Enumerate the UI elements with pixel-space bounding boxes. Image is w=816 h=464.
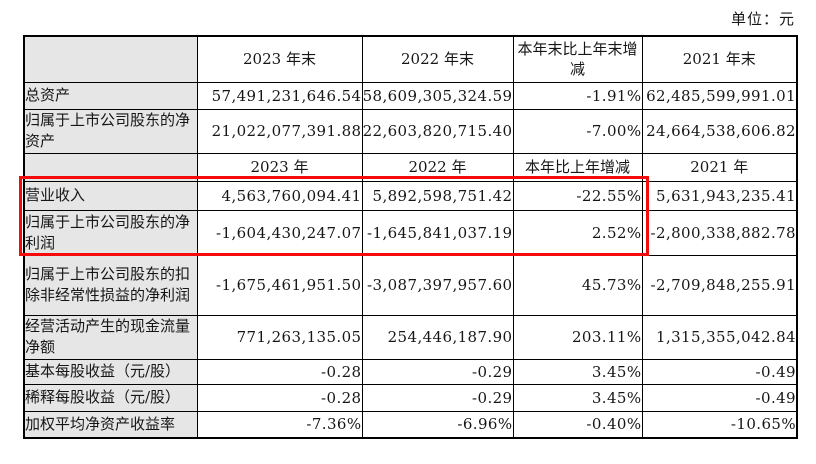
cell-change: -1.91%	[512, 81, 643, 110]
cell-2021: -0.49	[641, 383, 798, 412]
cell-2021: 24,664,538,606.82	[641, 108, 798, 154]
unit-label: 单位：元	[730, 10, 795, 28]
cell-2022: -1,645,841,037.19	[361, 209, 514, 256]
cell-2023: 21,022,077,391.88	[196, 108, 363, 154]
row-label-operating-revenue: 营业收入	[23, 180, 198, 211]
table-row: 总资产 57,491,231,646.54 58,609,305,324.59 …	[23, 81, 798, 110]
col-header-2023-year-end: 2023 年末	[196, 35, 363, 83]
row-label-net-profit-excl-nonrecurring: 归属于上市公司股东的扣除非经常性损益的净利润	[23, 254, 198, 316]
cell-2022: -6.96%	[361, 410, 514, 439]
cell-2023: -7.36%	[196, 410, 363, 439]
table-row: 稀释每股收益（元/股） -0.28 -0.29 3.45% -0.49	[23, 383, 798, 412]
cell-2022: 58,609,305,324.59	[361, 81, 514, 110]
table-row: 经营活动产生的现金流量净额 771,263,135.05 254,446,187…	[23, 314, 798, 360]
cell-2022: -3,087,397,957.60	[361, 254, 514, 316]
col-header-2022-year-end: 2022 年末	[361, 35, 514, 83]
table-header-row-period: 2023 年 2022 年 本年比上年增减 2021 年	[23, 152, 798, 182]
cell-2021: -2,800,338,882.78	[641, 209, 798, 256]
col-header-2022-year: 2022 年	[361, 152, 514, 182]
cell-change: 2.52%	[512, 209, 643, 256]
cell-2021: -10.65%	[641, 410, 798, 439]
col-header-yoy-change-year-end: 本年末比上年末增减	[512, 35, 643, 83]
cell-2023: 4,563,760,094.41	[196, 180, 363, 211]
cell-2023: -1,675,461,951.50	[196, 254, 363, 316]
table-header-row-period-end: 2023 年末 2022 年末 本年末比上年末增减 2021 年末	[23, 35, 798, 83]
cell-change: -0.40%	[512, 410, 643, 439]
cell-change: 45.73%	[512, 254, 643, 316]
table-row: 基本每股收益（元/股） -0.28 -0.29 3.45% -0.49	[23, 358, 798, 385]
cell-2022: 5,892,598,751.42	[361, 180, 514, 211]
cell-change: 3.45%	[512, 358, 643, 385]
row-label-net-profit: 归属于上市公司股东的净利润	[23, 209, 198, 256]
table-row: 营业收入 4,563,760,094.41 5,892,598,751.42 -…	[23, 180, 798, 211]
cell-2022: -0.29	[361, 358, 514, 385]
row-label-basic-eps: 基本每股收益（元/股）	[23, 358, 198, 385]
corner-cell	[23, 35, 198, 83]
table-row: 归属于上市公司股东的净利润 -1,604,430,247.07 -1,645,8…	[23, 209, 798, 256]
col-header-2021-year-end: 2021 年末	[641, 35, 798, 83]
row-label-total-assets: 总资产	[23, 81, 198, 110]
cell-2023: -1,604,430,247.07	[196, 209, 363, 256]
cell-2022: 22,603,820,715.40	[361, 108, 514, 154]
table-row: 归属于上市公司股东的净资产 21,022,077,391.88 22,603,8…	[23, 108, 798, 154]
cell-change: 203.11%	[512, 314, 643, 360]
cell-change: 3.45%	[512, 383, 643, 412]
cell-2021: -0.49	[641, 358, 798, 385]
row-label-weighted-avg-roe: 加权平均净资产收益率	[23, 410, 198, 439]
cell-2021: 62,485,599,991.01	[641, 81, 798, 110]
cell-2021: -2,709,848,255.91	[641, 254, 798, 316]
row-label-net-assets: 归属于上市公司股东的净资产	[23, 108, 198, 154]
cell-change: -22.55%	[512, 180, 643, 211]
col-header-2021-year: 2021 年	[641, 152, 798, 182]
col-header-2023-year: 2023 年	[196, 152, 363, 182]
cell-2023: 771,263,135.05	[196, 314, 363, 360]
cell-2022: -0.29	[361, 383, 514, 412]
cell-change: -7.00%	[512, 108, 643, 154]
table-row: 归属于上市公司股东的扣除非经常性损益的净利润 -1,675,461,951.50…	[23, 254, 798, 316]
row-label-diluted-eps: 稀释每股收益（元/股）	[23, 383, 198, 412]
corner-cell	[23, 152, 198, 182]
table-row: 加权平均净资产收益率 -7.36% -6.96% -0.40% -10.65%	[23, 410, 798, 439]
cell-2023: -0.28	[196, 358, 363, 385]
cell-2023: -0.28	[196, 383, 363, 412]
row-label-operating-cash-flow: 经营活动产生的现金流量净额	[23, 314, 198, 360]
cell-2021: 1,315,355,042.84	[641, 314, 798, 360]
financial-table: 2023 年末 2022 年末 本年末比上年末增减 2021 年末 总资产 57…	[23, 35, 798, 439]
col-header-yoy-change-year: 本年比上年增减	[512, 152, 643, 182]
cell-2023: 57,491,231,646.54	[196, 81, 363, 110]
cell-2021: 5,631,943,235.41	[641, 180, 798, 211]
cell-2022: 254,446,187.90	[361, 314, 514, 360]
